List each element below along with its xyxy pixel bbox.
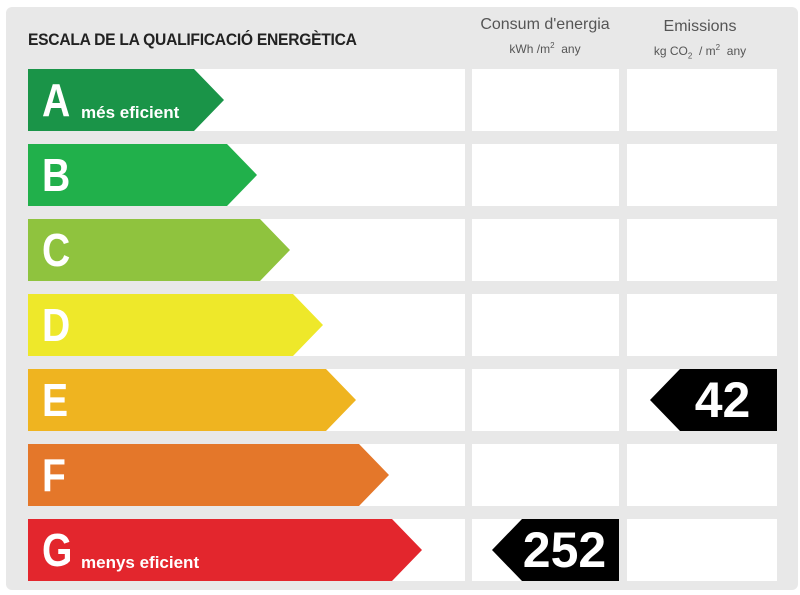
energy-cell <box>472 444 619 506</box>
energy-column-header: Consum d'energia kWh /m2 any <box>472 16 618 59</box>
rating-scale-cell: F <box>28 444 465 506</box>
energy-cell <box>472 69 619 131</box>
emissions-cell <box>627 144 777 206</box>
class-letter: E <box>42 374 69 426</box>
energy-cell <box>472 369 619 431</box>
class-sublabel: més eficient <box>81 103 180 122</box>
emissions-cell <box>627 519 777 581</box>
class-letter: D <box>42 299 71 351</box>
class-arrow-c: C <box>28 219 290 281</box>
energy-cell: 252 <box>472 519 619 581</box>
page-title: ESCALA DE LA QUALIFICACIÓ ENERGÈTICA <box>28 30 357 49</box>
energy-column-unit: kWh /m2 any <box>509 41 581 56</box>
emissions-cell <box>627 294 777 356</box>
rating-scale-cell: E <box>28 369 465 431</box>
emissions-rating-indicator: 42 <box>650 369 777 431</box>
energy-column-title: Consum d'energia <box>480 16 610 33</box>
rating-row-d: D <box>28 294 778 356</box>
class-letter: F <box>42 449 66 501</box>
emissions-rating-value: 42 <box>694 372 751 428</box>
rating-row-e: E 42 <box>28 369 778 431</box>
rating-row-b: B <box>28 144 778 206</box>
rating-row-f: F <box>28 444 778 506</box>
emissions-cell <box>627 219 777 281</box>
energy-cell <box>472 294 619 356</box>
energy-cell <box>472 219 619 281</box>
rating-scale-cell: B <box>28 144 465 206</box>
rating-row-c: C <box>28 219 778 281</box>
class-letter: A <box>42 74 71 126</box>
energy-rating-indicator: 252 <box>492 519 619 581</box>
class-arrow-f: F <box>28 444 389 506</box>
class-letter: G <box>42 524 73 576</box>
emissions-cell: 42 <box>627 369 777 431</box>
class-arrow-e: E <box>28 369 356 431</box>
energy-cell <box>472 144 619 206</box>
emissions-column-title: Emissions <box>663 18 737 35</box>
rating-scale-cell: D <box>28 294 465 356</box>
class-arrow-d: D <box>28 294 323 356</box>
energy-rating-value: 252 <box>522 522 607 578</box>
rating-scale-cell: C <box>28 219 465 281</box>
emissions-column-header: Emissions kg CO2 / m2 any <box>627 18 773 66</box>
emissions-cell <box>627 69 777 131</box>
class-sublabel: menys eficient <box>81 553 200 572</box>
emissions-column-unit: kg CO2 / m2 any <box>653 43 747 61</box>
class-letter: B <box>42 149 71 201</box>
class-arrow-b: B <box>28 144 257 206</box>
class-letter: C <box>42 224 71 276</box>
emissions-cell <box>627 444 777 506</box>
